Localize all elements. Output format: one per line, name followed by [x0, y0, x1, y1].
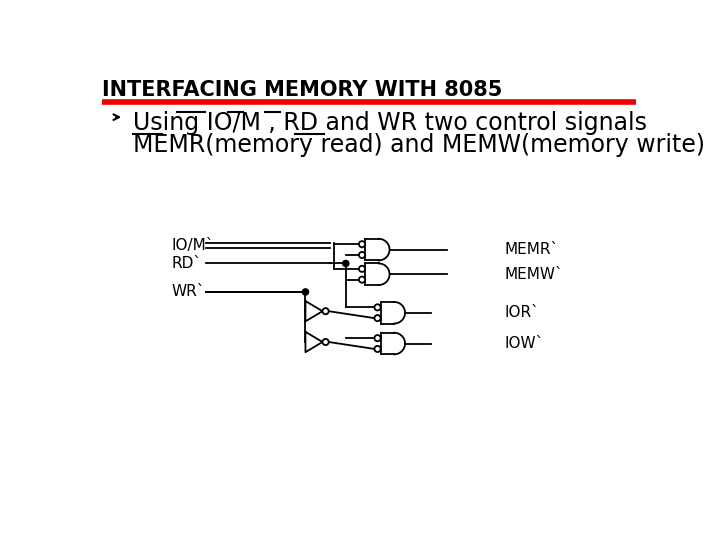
Text: INTERFACING MEMORY WITH 8085: INTERFACING MEMORY WITH 8085 [102, 80, 502, 100]
Circle shape [323, 339, 329, 345]
Circle shape [374, 315, 381, 321]
Text: IOR`: IOR` [505, 305, 539, 320]
Text: IOW`: IOW` [505, 336, 544, 351]
Text: MEMR`: MEMR` [505, 242, 559, 257]
Text: Using IO/M , RD and WR two control signals: Using IO/M , RD and WR two control signa… [132, 111, 647, 135]
Text: WR`: WR` [171, 285, 204, 300]
Circle shape [343, 260, 349, 267]
Circle shape [359, 276, 365, 283]
Text: IO/M`: IO/M` [171, 238, 214, 253]
Text: MEMW`: MEMW` [505, 267, 563, 282]
Circle shape [359, 252, 365, 258]
Text: MEMR(memory read) and MEMW(memory write): MEMR(memory read) and MEMW(memory write) [132, 132, 705, 157]
Circle shape [359, 266, 365, 272]
Circle shape [359, 241, 365, 247]
Circle shape [374, 335, 381, 341]
Circle shape [374, 346, 381, 352]
Circle shape [302, 289, 309, 295]
Text: RD`: RD` [171, 256, 202, 271]
Circle shape [374, 304, 381, 310]
Circle shape [323, 308, 329, 314]
